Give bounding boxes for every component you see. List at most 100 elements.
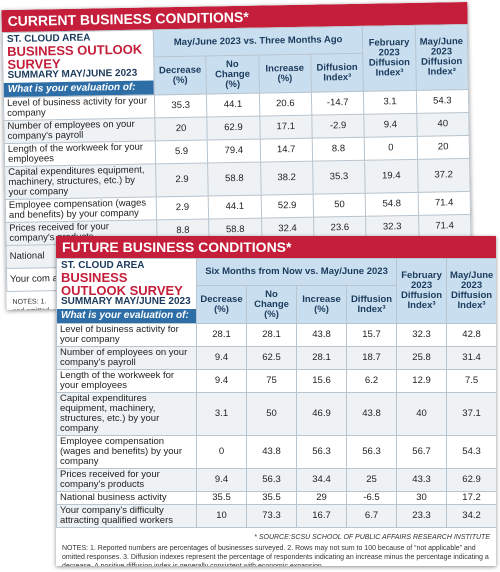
- cell-value: 5.9: [155, 140, 208, 164]
- cell-value: 35.5: [246, 491, 297, 505]
- row-label: Number of employees on your company's pa…: [56, 346, 197, 370]
- cell-value: 0: [364, 136, 418, 161]
- table: ST. CLOUD AREA BUSINESS OUTLOOK SURVEY SUM…: [56, 258, 496, 528]
- cell-value: 71.4: [417, 191, 471, 216]
- cell-value: 30: [396, 491, 448, 505]
- group-header: May/June 2023 vs. Three Months Ago: [153, 26, 364, 57]
- data-row: Capital expenditures equipment, machiner…: [56, 392, 496, 436]
- row-label: Employee compensation (wages and benefit…: [5, 196, 157, 223]
- cell-value: 73.3: [246, 504, 297, 528]
- summary: SUMMARY MAY/JUNE 2023: [7, 67, 138, 81]
- cell-value: 40: [416, 112, 470, 137]
- cell-value: 58.8: [207, 162, 261, 197]
- info-block: ST. CLOUD AREA BUSINESS OUTLOOK SURVEY SUM…: [57, 259, 196, 307]
- info-block: ST. CLOUD AREA BUSINESS OUTLOOK SURVEY SUM…: [3, 30, 154, 81]
- cell-value: 35.3: [312, 160, 366, 195]
- column-header: No Change (%): [206, 55, 260, 95]
- source: * SOURCE:SCSU SCHOOL OF PUBLIC AFFAIRS R…: [254, 534, 490, 541]
- cell-value: 50: [313, 193, 366, 218]
- cell-value: 43.3: [396, 468, 448, 492]
- cell-value: 46.9: [296, 392, 347, 436]
- cell-value: 34.2: [446, 504, 496, 528]
- cell-value: 56.3: [296, 435, 347, 469]
- cell-value: 17.1: [259, 115, 313, 140]
- cell-value: 2.9: [155, 163, 209, 197]
- cell-value: -6.5: [345, 491, 398, 505]
- header-row: ST. CLOUD AREA BUSINESS OUTLOOK SURVEY SUM…: [56, 258, 496, 324]
- column-header: May/June 2023 Diffusion Index³: [414, 24, 469, 91]
- evaluation-prompt: What is your evaluation of:: [57, 309, 196, 323]
- cell-value: 16.7: [296, 504, 347, 528]
- cell-value: 3.1: [196, 392, 247, 436]
- cell-value: 6.7: [345, 504, 398, 528]
- header-info: ST. CLOUD AREA BUSINESS OUTLOOK SURVEY SUM…: [2, 29, 155, 98]
- cell-value: 17.2: [446, 491, 496, 505]
- cell-value: 35.5: [196, 491, 247, 505]
- cell-value: 6.2: [345, 369, 398, 393]
- cell-value: 12.9: [396, 369, 448, 393]
- data-row: Length of the workweek for your employee…: [56, 369, 496, 393]
- cell-value: 14.7: [259, 138, 313, 163]
- survey-name: BUSINESS OUTLOOK SURVEY: [7, 41, 143, 72]
- notes: NOTES: 1. Reported numbers are percentag…: [62, 545, 489, 566]
- row-label: Length of the workweek for your employee…: [4, 140, 156, 167]
- cell-value: 62.5: [246, 346, 297, 370]
- row-label: Length of the workweek for your employee…: [56, 369, 197, 393]
- cell-value: -2.9: [311, 114, 365, 139]
- row-label: Capital expenditures equipment, machiner…: [4, 163, 157, 200]
- row-label: Employee compensation (wages and benefit…: [56, 435, 197, 469]
- cell-value: 9.4: [196, 468, 247, 492]
- cell-value: 54.3: [416, 89, 469, 114]
- cell-value: 3.1: [363, 90, 417, 115]
- card-title: FUTURE BUSINESS CONDITIONS*: [56, 236, 496, 258]
- cell-value: 15.6: [296, 369, 347, 393]
- row-label: Number of employees on your company's pa…: [3, 117, 156, 144]
- cell-value: 29: [296, 491, 347, 505]
- area: ST. CLOUD AREA: [61, 260, 145, 271]
- cell-value: 20: [416, 135, 470, 160]
- cell-value: 23.3: [396, 504, 448, 528]
- data-row: Prices received for your company's produ…: [56, 468, 496, 492]
- cell-value: 75: [246, 369, 297, 393]
- row-label: Capital expenditures equipment, machiner…: [56, 392, 197, 436]
- cell-value: 20: [154, 117, 208, 141]
- column-header: No Change (%): [246, 285, 297, 324]
- cell-value: 25.8: [396, 346, 448, 370]
- cell-value: 31.4: [446, 346, 496, 370]
- row-label: Level of business activity for your comp…: [56, 323, 197, 347]
- future-card: FUTURE BUSINESS CONDITIONS* ST. CLOUD ARE…: [56, 236, 496, 566]
- cell-value: 62.9: [446, 468, 496, 492]
- column-header: Diffusion Index³: [310, 53, 364, 93]
- cell-value: 28.1: [246, 323, 297, 347]
- cell-value: 56.7: [396, 435, 448, 469]
- cell-value: 25: [345, 468, 398, 492]
- cell-value: 43.8: [345, 392, 398, 436]
- cell-value: 44.1: [208, 195, 262, 220]
- row-label: Level of business activity for your comp…: [3, 94, 155, 121]
- cell-value: 7.5: [446, 369, 496, 393]
- cell-value: 2.9: [156, 196, 209, 220]
- cell-value: 9.4: [196, 346, 247, 370]
- cell-value: 43.8: [246, 435, 297, 469]
- column-header: Decrease (%): [196, 285, 247, 324]
- cell-value: 71.4: [418, 214, 471, 239]
- header-row: Decrease (%) No Change (%) Increase (%) Dif…: [57, 285, 497, 324]
- cell-value: 20.6: [259, 92, 312, 117]
- data-row: Number of employees on your company's pa…: [56, 346, 496, 370]
- cell-value: 52.9: [260, 194, 314, 219]
- column-header: Increase (%): [296, 285, 347, 324]
- cell-value: 18.7: [345, 346, 398, 370]
- cell-value: 54.3: [446, 435, 496, 469]
- column-header: February 2023 Diffusion Index³: [362, 25, 417, 92]
- cell-value: 0: [196, 435, 247, 469]
- cell-value: 9.4: [364, 113, 417, 138]
- column-header: Diffusion Index³: [345, 285, 398, 324]
- column-header: Increase (%): [258, 54, 312, 94]
- data-row: Employee compensation (wages and benefit…: [56, 435, 496, 469]
- row-label: Your company's difficulty attracting qua…: [56, 504, 197, 528]
- cell-value: 9.4: [196, 369, 247, 393]
- cell-value: 43.8: [296, 323, 347, 347]
- cell-value: 8.8: [312, 137, 365, 162]
- cell-value: 34.4: [296, 468, 347, 492]
